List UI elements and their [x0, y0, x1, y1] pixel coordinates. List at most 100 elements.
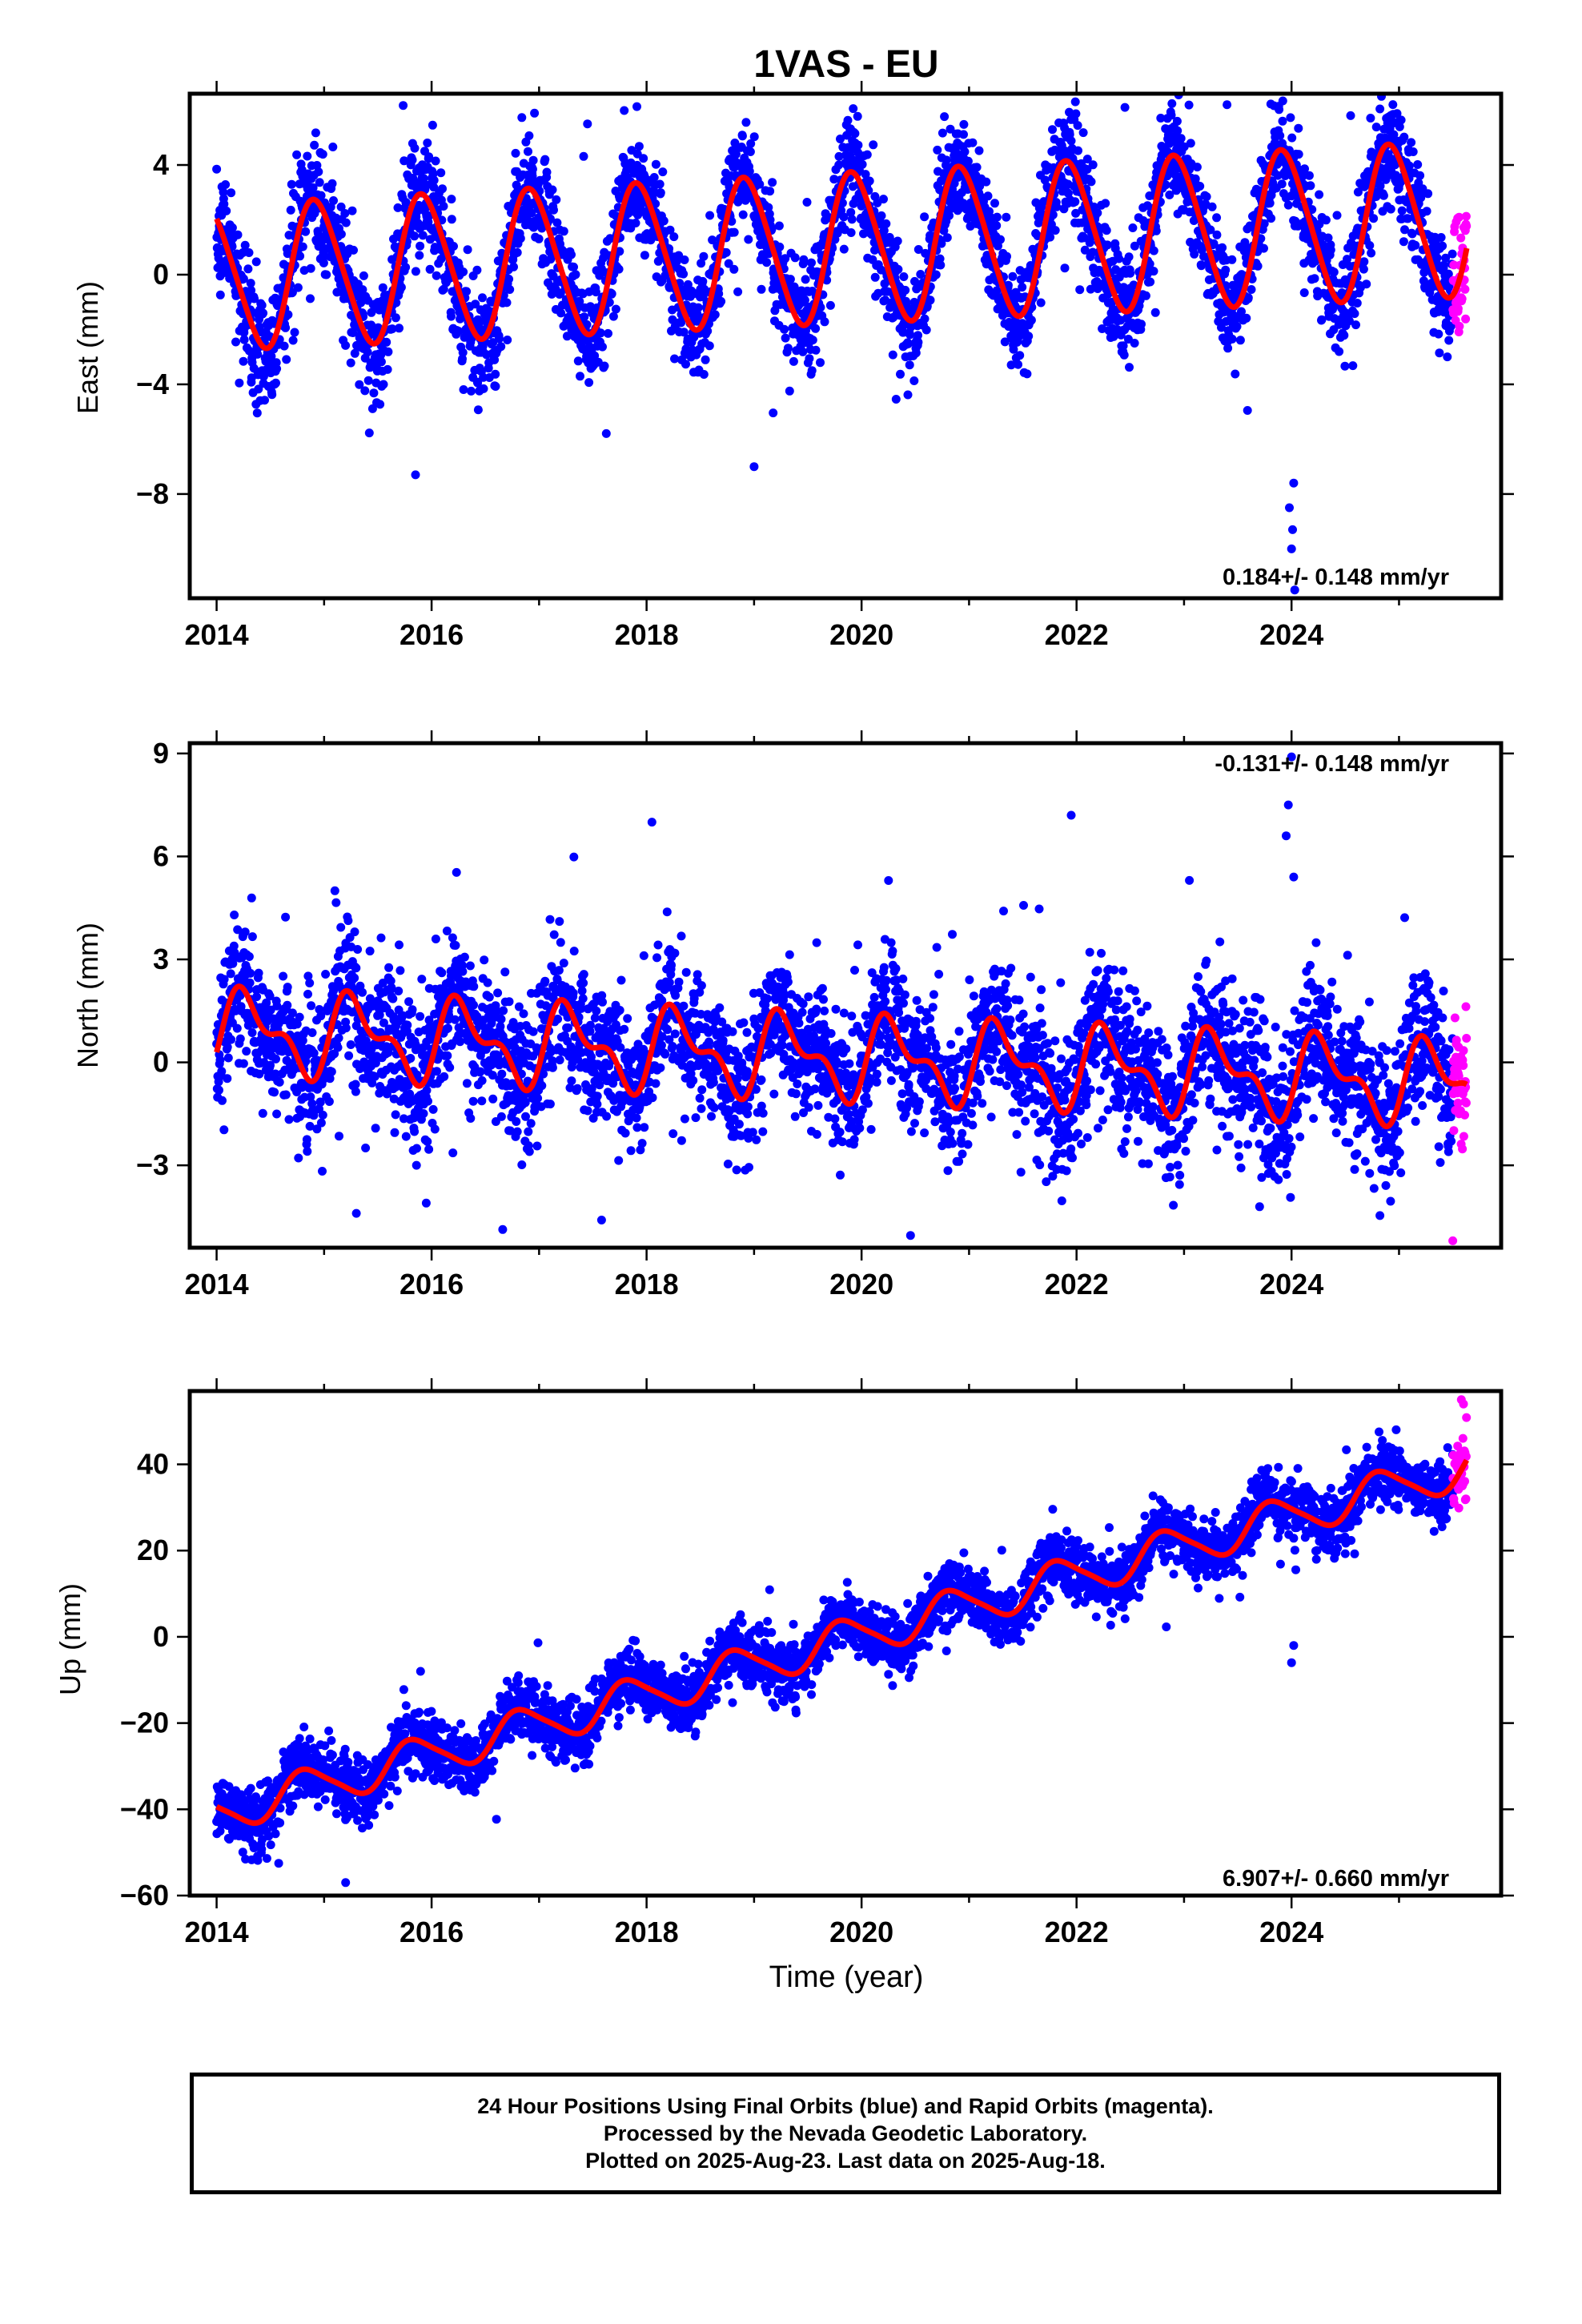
final-point — [1161, 180, 1170, 190]
final-point — [785, 275, 795, 284]
final-point — [259, 308, 268, 318]
final-point — [479, 384, 488, 393]
final-point — [811, 345, 821, 355]
final-point — [505, 1126, 515, 1136]
final-point — [307, 1028, 317, 1037]
rapid-point — [1453, 304, 1463, 313]
final-point — [601, 428, 611, 438]
final-point — [633, 189, 643, 199]
final-point — [1273, 83, 1282, 92]
final-point — [364, 428, 374, 438]
final-point — [448, 1148, 458, 1158]
final-point — [329, 196, 338, 205]
final-point — [258, 1108, 267, 1118]
final-point — [1217, 323, 1226, 332]
final-point — [496, 1022, 505, 1031]
final-point — [1422, 207, 1431, 216]
final-point — [1130, 339, 1139, 348]
final-point — [315, 1097, 325, 1107]
final-point — [1416, 193, 1426, 203]
final-point — [1396, 115, 1406, 125]
final-point — [698, 276, 708, 286]
final-point — [524, 1147, 534, 1156]
final-point — [239, 335, 249, 344]
final-point — [545, 1100, 555, 1109]
final-point — [526, 1119, 536, 1128]
final-point — [963, 156, 973, 166]
final-point — [1332, 211, 1342, 220]
final-point — [781, 254, 790, 263]
outlier-point — [1287, 544, 1296, 553]
final-point — [355, 380, 364, 389]
final-point — [539, 1069, 548, 1079]
final-point — [1137, 320, 1146, 329]
outlier-point — [1290, 585, 1299, 595]
final-point — [785, 386, 794, 396]
final-point — [391, 1110, 400, 1120]
final-point — [290, 328, 299, 337]
rapid-point — [1460, 284, 1470, 294]
final-point — [1102, 226, 1111, 235]
final-point — [1009, 344, 1018, 354]
final-point — [351, 963, 361, 973]
north-points — [212, 752, 1472, 1245]
final-point — [1022, 369, 1032, 379]
final-point — [454, 327, 464, 336]
final-point — [1174, 46, 1182, 55]
final-point — [305, 1121, 315, 1131]
final-point — [484, 992, 494, 1002]
final-point — [444, 1023, 452, 1033]
final-point — [500, 967, 510, 977]
final-point — [395, 940, 404, 950]
final-point — [351, 1087, 360, 1096]
final-point — [721, 247, 731, 257]
final-point — [281, 912, 291, 922]
final-point — [1060, 263, 1070, 273]
final-point — [703, 326, 713, 336]
final-point — [699, 370, 709, 379]
final-point — [443, 1051, 452, 1060]
final-point — [327, 1067, 336, 1076]
final-point — [865, 176, 874, 186]
final-point — [302, 1135, 311, 1144]
final-point — [1423, 189, 1433, 199]
final-point — [738, 210, 748, 219]
final-point — [552, 218, 562, 227]
final-point — [403, 1020, 412, 1030]
final-point — [1026, 316, 1036, 325]
final-point — [230, 911, 239, 919]
x-tick-label: 2020 — [829, 618, 893, 651]
final-point — [318, 1110, 327, 1120]
final-point — [935, 254, 945, 263]
final-point — [861, 170, 870, 179]
final-point — [1101, 199, 1110, 208]
final-point — [1265, 199, 1275, 208]
final-point — [1340, 361, 1350, 371]
final-point — [799, 255, 809, 264]
final-point — [745, 167, 754, 176]
final-point — [911, 348, 921, 358]
final-point — [283, 310, 293, 320]
final-point — [517, 1160, 527, 1169]
final-point — [1259, 219, 1269, 228]
final-point — [303, 989, 312, 999]
final-point — [542, 167, 552, 177]
final-point — [540, 155, 550, 164]
final-point — [255, 1069, 264, 1079]
final-point — [341, 1023, 351, 1033]
y-tick-label: 4 — [153, 148, 169, 181]
final-point — [378, 979, 387, 987]
final-point — [429, 183, 439, 192]
final-point — [382, 1089, 391, 1099]
final-point — [438, 184, 447, 194]
final-point — [233, 925, 243, 935]
final-point — [295, 1012, 304, 1022]
final-point — [244, 952, 254, 961]
final-point — [423, 139, 432, 147]
final-point — [222, 206, 231, 215]
final-point — [1306, 181, 1315, 191]
final-point — [634, 142, 644, 151]
final-point — [251, 257, 261, 267]
final-point — [982, 177, 991, 187]
